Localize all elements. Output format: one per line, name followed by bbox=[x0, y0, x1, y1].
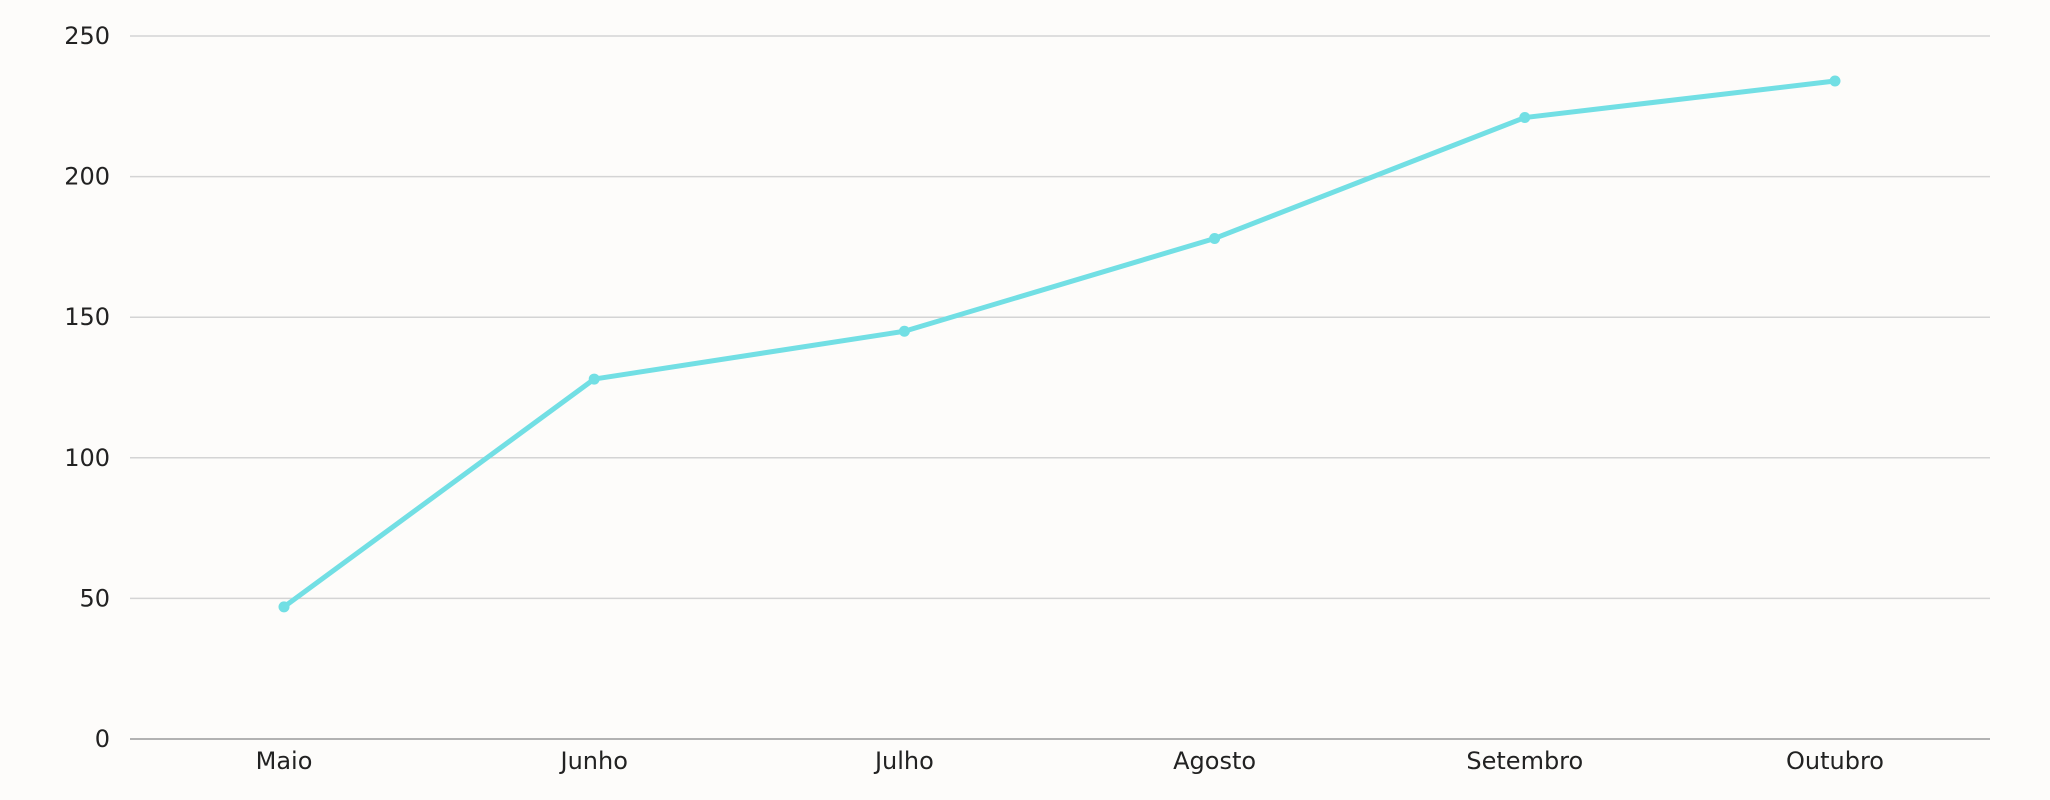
x-tick-label: Setembro bbox=[1466, 747, 1583, 775]
x-tick-label: Outubro bbox=[1786, 747, 1884, 775]
series-layer bbox=[278, 75, 1841, 613]
y-tick-label: 200 bbox=[64, 163, 110, 191]
data-point-agosto bbox=[1209, 232, 1221, 244]
y-tick-label: 100 bbox=[64, 444, 110, 472]
y-tick-label: 50 bbox=[79, 584, 110, 612]
data-point-outubro bbox=[1829, 75, 1841, 87]
data-point-junho bbox=[588, 373, 600, 385]
series-line-0 bbox=[281, 78, 1838, 610]
x-tick-label: Junho bbox=[558, 747, 627, 775]
x-tick-label: Julho bbox=[873, 747, 934, 775]
gridlines bbox=[130, 35, 1990, 600]
y-tick-label: 150 bbox=[64, 303, 110, 331]
x-tick-label: Maio bbox=[256, 747, 313, 775]
y-tick-label: 0 bbox=[95, 725, 110, 753]
data-point-julho bbox=[898, 325, 910, 337]
data-point-maio bbox=[278, 601, 290, 613]
data-point-setembro bbox=[1519, 112, 1531, 124]
x-axis: Maio Junho Julho Agosto Setembro Outubro bbox=[130, 738, 1990, 775]
y-tick-label: 250 bbox=[64, 22, 110, 50]
y-axis: 0 50 100 150 200 250 bbox=[64, 22, 110, 753]
x-tick-label: Agosto bbox=[1173, 747, 1256, 775]
